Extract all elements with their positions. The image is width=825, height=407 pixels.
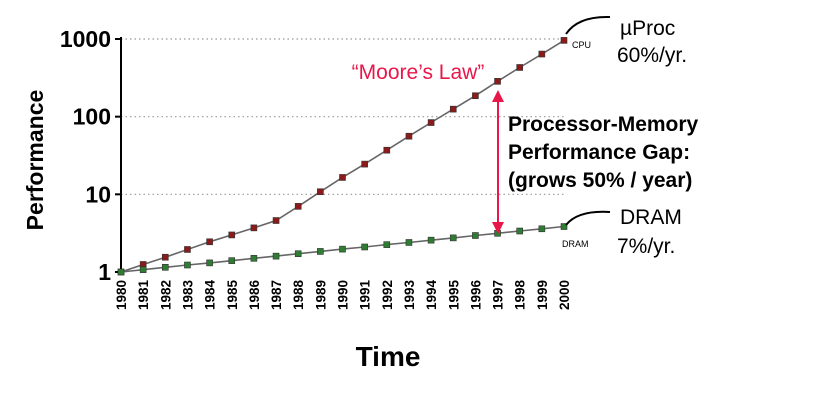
dram-point-1993 <box>405 239 413 246</box>
dram-tag: DRAM <box>562 239 589 249</box>
cpu-point-1984 <box>206 238 213 246</box>
dram-point-1994 <box>427 236 435 244</box>
x-tick-label-2000: 2000 <box>557 280 572 310</box>
cpu-point-1995 <box>449 105 457 113</box>
x-tick-label-1982: 1982 <box>158 280 173 310</box>
cpu-point-1996 <box>472 92 479 100</box>
x-axis-label: Time <box>356 341 421 372</box>
cpu-point-1983 <box>184 246 191 253</box>
y-tick-label-100: 100 <box>73 104 111 130</box>
x-tick-label-1999: 1999 <box>535 280 550 310</box>
cpu-label-line2: 60%/yr. <box>617 44 687 67</box>
dram-point-1980 <box>117 268 125 276</box>
cpu-point-1985 <box>228 231 236 239</box>
x-tick-label-1996: 1996 <box>468 280 483 311</box>
cpu-point-1999 <box>538 50 546 58</box>
cpu-point-2000 <box>560 37 568 44</box>
dram-point-1996 <box>472 232 479 239</box>
x-tick-label-1988: 1988 <box>291 280 306 311</box>
y-tick-label-1: 1 <box>98 259 111 285</box>
cpu-point-1997 <box>494 78 501 85</box>
gridlines <box>121 38 564 195</box>
dram-point-1986 <box>250 255 258 262</box>
dram-point-1988 <box>294 250 302 258</box>
x-tick-label-1985: 1985 <box>225 280 240 311</box>
x-tick-label-1991: 1991 <box>358 280 373 311</box>
x-tick-label-1998: 1998 <box>513 280 528 311</box>
dram-point-1999 <box>538 225 546 233</box>
x-tick-label-1994: 1994 <box>424 280 439 311</box>
x-tick-label-1992: 1992 <box>380 280 395 310</box>
y-axis-label: Performance <box>22 90 48 231</box>
dram-point-1982 <box>162 263 169 271</box>
cpu-point-1987 <box>272 217 280 224</box>
cpu-point-1986 <box>250 224 258 232</box>
cpu-point-1993 <box>405 132 413 140</box>
y-tick-label-1000: 1000 <box>60 26 111 52</box>
series-group <box>117 37 568 276</box>
gap-label-line2: Performance Gap: <box>508 141 690 164</box>
x-tick-label-1989: 1989 <box>313 280 328 310</box>
cpu-point-1988 <box>294 203 302 210</box>
cpu-point-1992 <box>383 146 391 154</box>
dram-point-1992 <box>383 241 391 248</box>
x-tick-label-1984: 1984 <box>203 280 218 311</box>
x-tick-label-1983: 1983 <box>180 280 195 311</box>
dram-label-line2: 7%/yr. <box>617 235 675 258</box>
dram-point-1987 <box>272 252 280 260</box>
dram-point-1989 <box>317 248 324 255</box>
dram-point-1991 <box>361 243 368 251</box>
cpu-point-1994 <box>427 119 435 126</box>
performance-gap-arrow <box>492 90 504 234</box>
dram-point-1983 <box>184 261 191 269</box>
y-tick-label-10: 10 <box>85 181 111 207</box>
dram-point-1981 <box>139 266 147 274</box>
dram-callout-curve <box>565 210 611 226</box>
cpu-point-1989 <box>317 188 324 196</box>
gap-label-line1: Processor-Memory <box>508 113 699 136</box>
x-tick-label-1980: 1980 <box>114 280 129 310</box>
cpu-tag: CPU <box>572 40 591 50</box>
dram-point-1995 <box>449 234 457 242</box>
cpu-point-1990 <box>339 174 346 181</box>
y-tick-labels: 1 10 100 1000 <box>60 26 121 285</box>
cpu-callout-curve <box>565 15 611 35</box>
x-tick-label-1987: 1987 <box>269 280 284 310</box>
cpu-point-1991 <box>361 160 368 168</box>
dram-point-1985 <box>228 257 236 264</box>
cpu-label-line1: µProc <box>620 17 675 40</box>
dram-point-1990 <box>339 245 346 253</box>
gap-label-line3: (grows 50% / year) <box>508 169 692 192</box>
x-tick-labels: 1980 1981 1982 1983 1984 1985 1986 1987 1988 1989… <box>114 280 572 311</box>
moores-law-label: “Moore’s Law” <box>352 61 485 84</box>
x-tick-label-1990: 1990 <box>336 280 351 310</box>
cpu-point-1998 <box>516 64 524 71</box>
x-tick-label-1986: 1986 <box>247 280 262 311</box>
x-tick-label-1997: 1997 <box>491 280 506 310</box>
x-tick-label-1995: 1995 <box>446 280 461 311</box>
dram-point-1998 <box>516 227 524 235</box>
dram-point-1984 <box>206 259 213 267</box>
x-tick-label-1981: 1981 <box>136 280 151 311</box>
x-tick-label-1993: 1993 <box>402 280 417 311</box>
cpu-point-1982 <box>162 253 169 261</box>
dram-point-2000 <box>560 223 568 230</box>
dram-label-line1: DRAM <box>620 206 682 229</box>
